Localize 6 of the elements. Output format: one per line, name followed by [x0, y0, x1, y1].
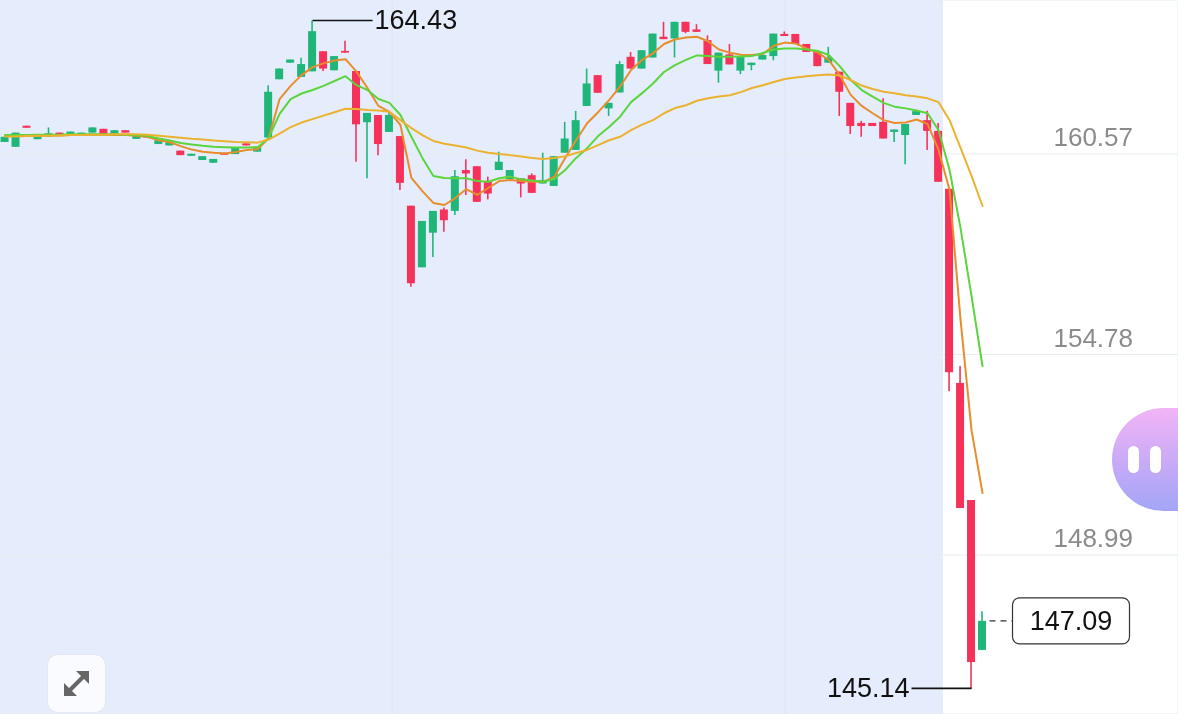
y-tick-label: 154.78 [1053, 322, 1133, 353]
y-tick-label: 160.57 [1053, 122, 1133, 153]
ref-line-label: 147.09 [1029, 605, 1113, 636]
annotation: 145.14 [826, 673, 910, 704]
annotation: 164.43 [374, 5, 458, 36]
y-tick-label: 148.99 [1053, 523, 1133, 554]
